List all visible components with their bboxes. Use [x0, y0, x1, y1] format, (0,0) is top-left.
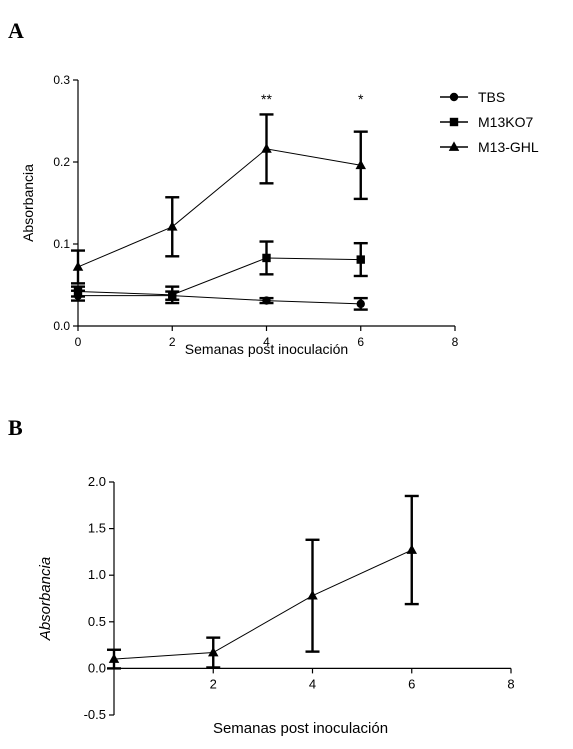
chart-b-y-axis-label: Absorbancia — [37, 557, 54, 641]
chart-b-y-tick-label: 1.5 — [88, 521, 106, 536]
chart-a-x-tick-label: 8 — [452, 335, 459, 349]
chart-a-series-2-line — [77, 148, 361, 268]
chart-a-annotation: ** — [261, 91, 272, 107]
chart-a-series-0-point — [262, 296, 271, 305]
chart-b-y-tick-label: -0.5 — [84, 707, 106, 722]
chart-a-x-tick-label: 0 — [75, 335, 82, 349]
chart-a-y-tick-label: 0.1 — [53, 237, 70, 251]
chart-b-x-tick-label: 6 — [408, 676, 415, 691]
chart-b-y-tick-label: 1.0 — [88, 567, 106, 582]
chart-a-annotation: * — [358, 91, 364, 107]
chart-b-series-0-point — [307, 590, 318, 600]
chart-a: 0.0 0.1 0.2 0.3 0 2 4 6 8 Semanas post inoculació… — [20, 73, 539, 357]
chart-b-series-0-line — [113, 549, 412, 660]
chart-a-series-1-line — [77, 257, 361, 296]
chart-a-y-tick-label: 0.0 — [53, 319, 70, 333]
chart-b-x-tick-label: 2 — [210, 676, 217, 691]
chart-b-y-tick-label: 2.0 — [88, 474, 106, 489]
chart-a-y-tick-label: 0.2 — [53, 155, 70, 169]
chart-a-x-tick-label: 6 — [357, 335, 364, 349]
chart-a-legend-marker — [449, 117, 459, 127]
chart-a-series-2-point — [72, 261, 84, 271]
chart-a-series-2-point — [355, 159, 366, 170]
chart-a-y-axis-label: Absorbancia — [20, 164, 36, 242]
chart-a-legend-label: M13KO7 — [478, 114, 533, 130]
chart-a-series-1-point — [168, 290, 177, 300]
chart-a-legend-marker — [449, 92, 459, 102]
chart-a-legend-label: M13-GHL — [478, 139, 539, 155]
chart-a-series-2-point — [167, 221, 178, 231]
chart-b-x-tick-label: 4 — [309, 676, 316, 691]
chart-a-y-tick-label: 0.3 — [53, 73, 70, 87]
chart-a-series-0-point — [356, 299, 365, 309]
chart-a-legend-label: TBS — [478, 89, 505, 105]
chart-a-series-1-point — [356, 255, 365, 264]
chart-a-series-0-line — [78, 295, 361, 305]
chart-b: -0.5 0.0 0.5 1.0 1.5 2.0 2 4 6 8 Semanas post inoc… — [37, 474, 515, 737]
chart-b-x-tick-label: 8 — [507, 676, 514, 691]
chart-b-series-0-point — [108, 653, 120, 663]
panel-b-letter: B — [8, 415, 23, 440]
chart-a-x-tick-label: 4 — [263, 335, 270, 349]
chart-b-y-tick-label: 0.0 — [88, 660, 106, 675]
chart-a-x-tick-label: 2 — [169, 335, 176, 349]
chart-a-series-1-point — [262, 253, 271, 263]
chart-b-y-tick-label: 0.5 — [88, 614, 106, 629]
chart-b-x-axis-label: Semanas post inoculación — [213, 720, 388, 737]
chart-a-series-1-point — [73, 287, 83, 296]
panel-a-letter: A — [8, 18, 24, 43]
chart-a-series-2-point — [261, 143, 272, 153]
chart-b-series-0-point — [406, 544, 417, 554]
chart-b-series-0-point — [208, 646, 219, 657]
chart-a-legend-marker — [448, 141, 460, 151]
chart-a-x-axis-label: Semanas post inoculación — [185, 341, 348, 357]
